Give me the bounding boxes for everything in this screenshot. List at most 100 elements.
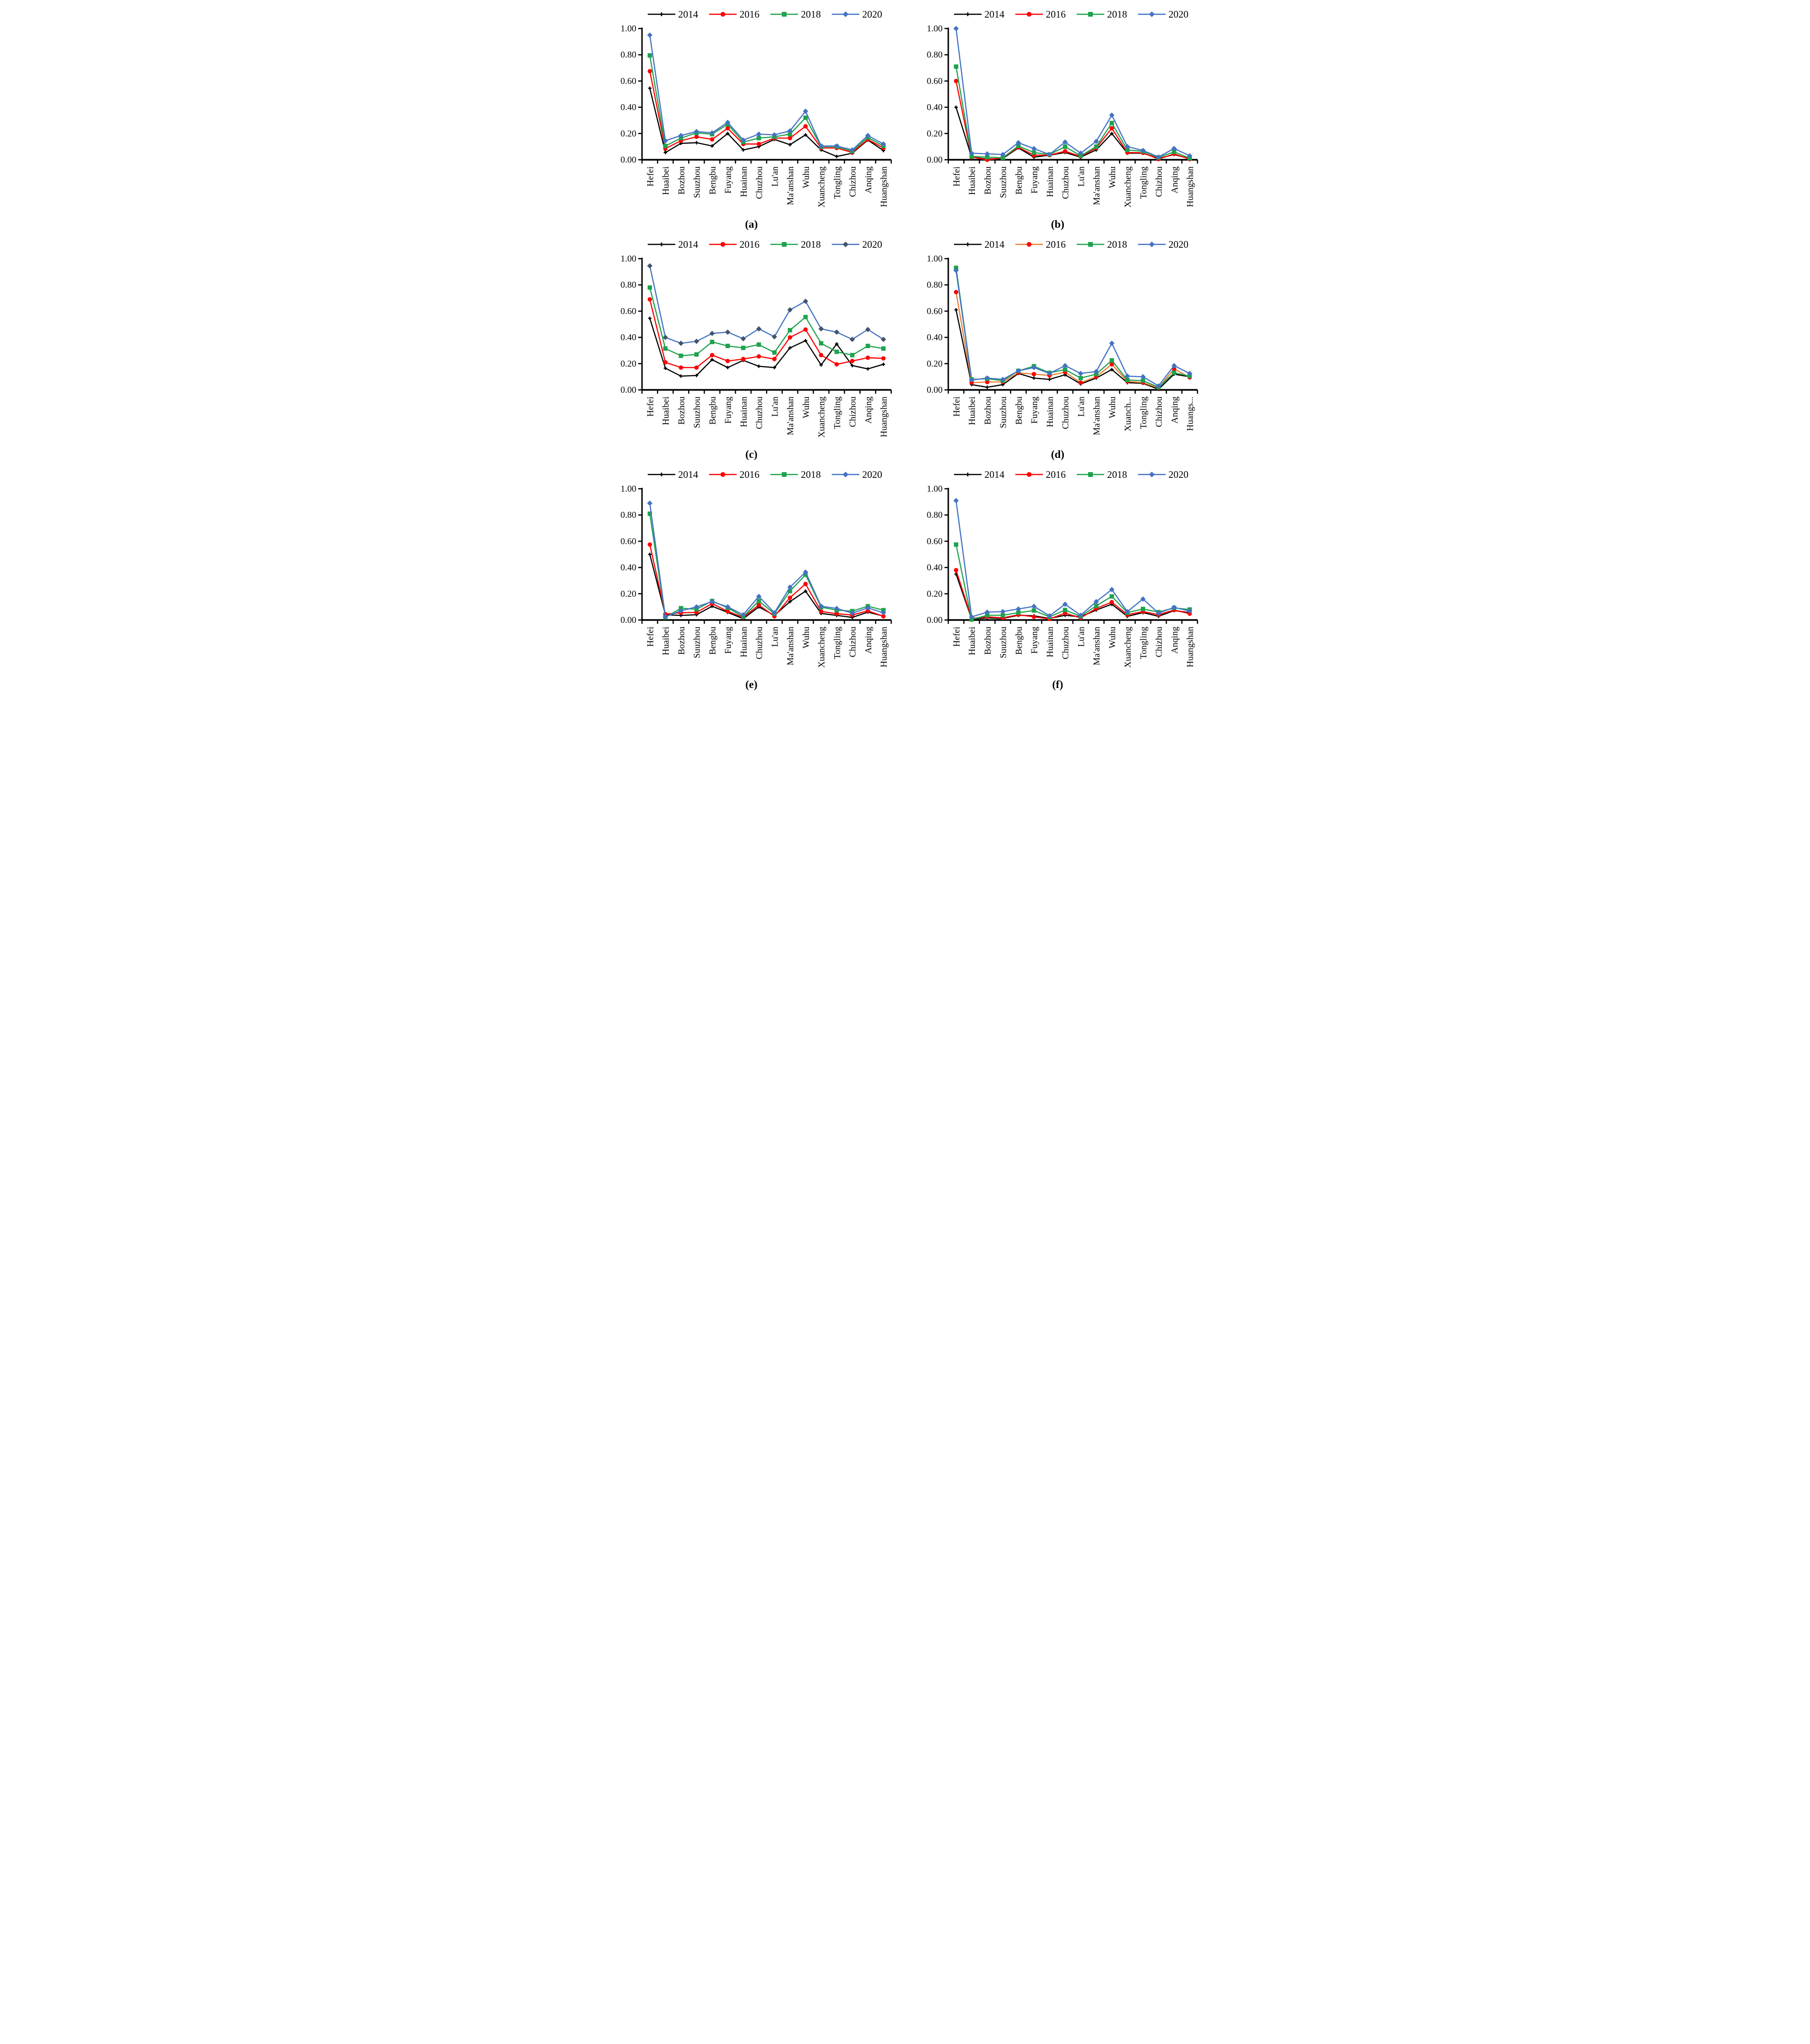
legend-label-2018: 2018 bbox=[801, 239, 821, 250]
x-tick-label-Hefei: Hefei bbox=[645, 627, 655, 647]
line-chart-b: 2014 2016 2018 2020 0.00 0.20 0.40 0.60 0.80 1.00… bbox=[906, 3, 1209, 218]
chart-svg-a: 2014 2016 2018 2020 0.00 0.20 0.40 0.60 0.80 1.00… bbox=[621, 9, 892, 208]
y-tick-label: 0.60 bbox=[927, 536, 943, 546]
series-2014 bbox=[954, 106, 1192, 161]
legend-label-2016: 2016 bbox=[1046, 469, 1066, 480]
x-tick-label-Tongling: Tongling bbox=[1139, 627, 1148, 659]
x-tick-label-Hefei: Hefei bbox=[952, 397, 962, 417]
panel-caption-d: (d) bbox=[1051, 448, 1065, 460]
x-tick-label-Xuancheng: Xuancheng bbox=[817, 397, 827, 438]
series-2020 bbox=[647, 500, 886, 620]
x-tick-label-Bengbu: Bengbu bbox=[1014, 166, 1024, 195]
x-tick-label-Xuancheng: Xuancheng bbox=[1123, 627, 1133, 668]
x-tick-label-Huaibei: Huaibei bbox=[967, 166, 977, 195]
y-tick-label: 0.00 bbox=[621, 615, 636, 625]
x-tick-label-Hefei: Hefei bbox=[952, 627, 962, 647]
x-tick-label-Fuyang: Fuyang bbox=[1030, 166, 1040, 194]
x-tick-label-Wuhu: Wuhu bbox=[1108, 397, 1118, 418]
series-2016 bbox=[954, 78, 1192, 162]
y-tick-label: 0.60 bbox=[621, 306, 636, 316]
y-tick-label: 0.80 bbox=[927, 50, 943, 60]
legend-label-2016: 2016 bbox=[740, 469, 759, 480]
legend-label-2020: 2020 bbox=[1168, 469, 1188, 480]
x-tick-label-Suuzhou: Suuzhou bbox=[692, 627, 702, 659]
legend-label-2020: 2020 bbox=[1168, 239, 1188, 250]
y-tick-label: 0.40 bbox=[927, 563, 943, 573]
x-tick-label-Wuhu: Wuhu bbox=[1108, 627, 1118, 649]
legend-label-2018: 2018 bbox=[801, 9, 821, 20]
x-tick-label-Huaibei: Huaibei bbox=[661, 166, 671, 195]
x-tick-label-Tongling: Tongling bbox=[1139, 166, 1148, 199]
series-2018 bbox=[647, 285, 886, 358]
legend-label-2016: 2016 bbox=[740, 239, 759, 250]
legend-label-2020: 2020 bbox=[862, 239, 882, 250]
line-chart-e: 2014 2016 2018 2020 0.00 0.20 0.40 0.60 0.80 1.00… bbox=[600, 463, 903, 678]
series-2020 bbox=[647, 32, 886, 153]
axes: 0.00 0.20 0.40 0.60 0.80 1.00 Hefei Huaibei Bozh… bbox=[621, 484, 892, 668]
x-tick-label-Suuzhou: Suuzhou bbox=[999, 627, 1009, 659]
x-tick-label-Chuzhou: Chuzhou bbox=[1061, 627, 1071, 659]
x-tick-label-Chizhou: Chizhou bbox=[1154, 166, 1164, 197]
x-tick-label-Huangshan: Huangshan bbox=[1186, 166, 1196, 207]
y-tick-label: 1.00 bbox=[927, 484, 943, 494]
x-tick-label-Ma'anshan: Ma'anshan bbox=[786, 166, 796, 205]
x-tick-label-Bozhou: Bozhou bbox=[677, 166, 687, 195]
y-tick-label: 0.80 bbox=[621, 510, 636, 520]
x-tick-label-Huainan: Huainan bbox=[739, 166, 749, 197]
x-tick-label-Wuhu: Wuhu bbox=[801, 627, 811, 649]
y-tick-label: 1.00 bbox=[927, 24, 943, 34]
x-tick-label-Lu'an: Lu'an bbox=[770, 627, 780, 647]
legend-label-2014: 2014 bbox=[984, 9, 1005, 20]
chart-svg-c: 2014 2016 2018 2020 0.00 0.20 0.40 0.60 0.80 1.00… bbox=[621, 239, 892, 438]
legend: 2014 2016 2018 2020 bbox=[648, 239, 882, 250]
x-tick-label-Wuhu: Wuhu bbox=[1108, 166, 1118, 188]
x-tick-label-Bengbu: Bengbu bbox=[708, 627, 718, 655]
legend-label-2016: 2016 bbox=[1046, 9, 1066, 20]
legend-label-2014: 2014 bbox=[984, 469, 1005, 480]
y-tick-label: 1.00 bbox=[621, 254, 636, 264]
x-tick-label-Fuyang: Fuyang bbox=[723, 627, 733, 654]
chart-panel-d: 2014 2016 2018 2020 0.00 0.20 0.40 0.60 0.80 1.00… bbox=[906, 233, 1209, 462]
x-tick-label-Anqing: Anqing bbox=[1170, 397, 1180, 424]
series-2018 bbox=[647, 53, 886, 154]
x-tick-label-Xuanch...: Xuanch... bbox=[1123, 397, 1133, 431]
x-tick-label-Ma'anshan: Ma'anshan bbox=[786, 397, 796, 436]
x-tick-label-Fuyang: Fuyang bbox=[1030, 397, 1040, 424]
series-2018 bbox=[954, 64, 1192, 161]
y-tick-label: 0.40 bbox=[621, 103, 636, 113]
x-tick-label-Chuzhou: Chuzhou bbox=[755, 627, 765, 659]
x-tick-label-Huangshan: Huangshan bbox=[1186, 627, 1196, 668]
x-tick-label-Huangshan: Huangshan bbox=[879, 627, 889, 668]
six-panel-line-figure: 2014 2016 2018 2020 0.00 0.20 0.40 0.60 0.80 1.00… bbox=[599, 0, 1211, 695]
y-tick-label: 0.80 bbox=[927, 280, 943, 290]
y-tick-label: 0.60 bbox=[927, 306, 943, 316]
series-2020 bbox=[953, 26, 1193, 160]
legend-label-2018: 2018 bbox=[1107, 469, 1127, 480]
x-tick-label-Bengbu: Bengbu bbox=[708, 166, 718, 195]
x-tick-label-Huangshan: Huangshan bbox=[879, 166, 889, 207]
axes: 0.00 0.20 0.40 0.60 0.80 1.00 Hefei Huaibei Bozh… bbox=[927, 24, 1198, 208]
x-tick-label-Bengbu: Bengbu bbox=[708, 397, 718, 425]
y-tick-label: 1.00 bbox=[927, 254, 943, 264]
x-tick-label-Chuzhou: Chuzhou bbox=[1061, 397, 1071, 429]
x-tick-label-Huangshan: Huangshan bbox=[879, 397, 889, 437]
chart-panel-c: 2014 2016 2018 2020 0.00 0.20 0.40 0.60 0.80 1.00… bbox=[600, 233, 903, 462]
y-tick-label: 0.20 bbox=[621, 359, 636, 369]
chart-panel-b: 2014 2016 2018 2020 0.00 0.20 0.40 0.60 0.80 1.00… bbox=[906, 3, 1209, 232]
x-tick-label-Fuyang: Fuyang bbox=[1030, 627, 1040, 654]
y-tick-label: 0.60 bbox=[621, 536, 636, 546]
line-chart-d: 2014 2016 2018 2020 0.00 0.20 0.40 0.60 0.80 1.00… bbox=[906, 233, 1209, 448]
x-tick-label-Xuancheng: Xuancheng bbox=[817, 166, 827, 208]
x-tick-label-Tongling: Tongling bbox=[832, 166, 842, 199]
series-2014 bbox=[648, 316, 886, 378]
y-tick-label: 0.00 bbox=[621, 155, 636, 165]
series-2016 bbox=[954, 290, 1192, 390]
legend: 2014 2016 2018 2020 bbox=[648, 9, 882, 20]
y-tick-label: 0.80 bbox=[927, 510, 943, 520]
line-chart-f: 2014 2016 2018 2020 0.00 0.20 0.40 0.60 0.80 1.00… bbox=[906, 463, 1209, 678]
chart-svg-b: 2014 2016 2018 2020 0.00 0.20 0.40 0.60 0.80 1.00… bbox=[927, 9, 1198, 208]
legend: 2014 2016 2018 2020 bbox=[648, 469, 882, 480]
legend-label-2014: 2014 bbox=[678, 9, 699, 20]
y-tick-label: 0.80 bbox=[621, 280, 636, 290]
y-tick-label: 0.00 bbox=[927, 385, 943, 395]
